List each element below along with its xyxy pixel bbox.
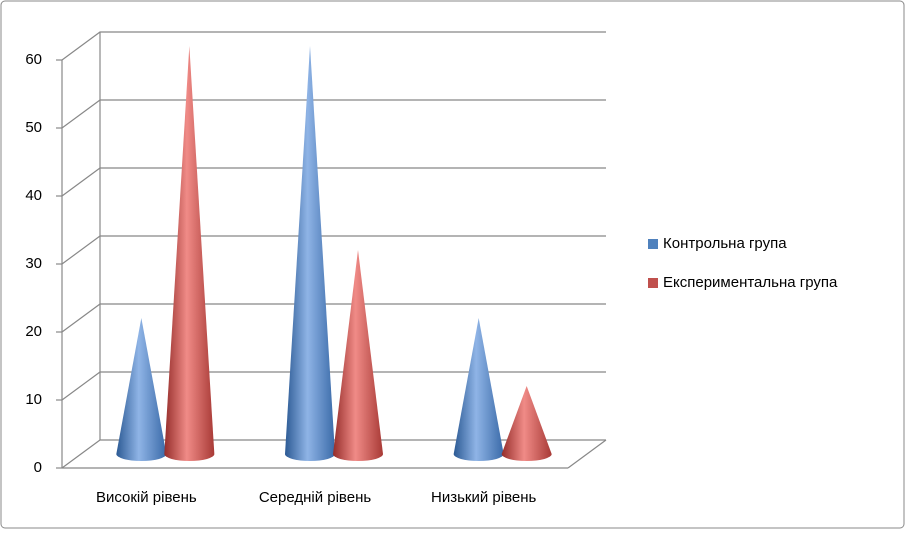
grid-line xyxy=(61,439,606,469)
x-tick-label: Середній рівень xyxy=(259,489,372,506)
floor-edge xyxy=(567,439,607,469)
grid-line xyxy=(61,303,606,333)
y-tick-label: 30 xyxy=(25,255,42,272)
x-tick-label: Низький рівень xyxy=(431,489,536,506)
grid-line xyxy=(61,31,606,61)
legend-swatch xyxy=(648,239,658,249)
cone xyxy=(453,318,504,462)
legend-label: Контрольна група xyxy=(663,235,787,252)
cone xyxy=(501,386,552,461)
grid-line xyxy=(61,99,606,129)
grid-line xyxy=(61,371,606,401)
x-tick-label: Високій рівень xyxy=(96,489,197,506)
legend-label: Експериментальна група xyxy=(663,274,838,291)
grid-line xyxy=(61,235,606,265)
cone xyxy=(164,46,215,462)
y-tick-label: 50 xyxy=(25,119,42,136)
legend-swatch xyxy=(648,278,658,288)
y-tick-label: 0 xyxy=(34,459,42,476)
cone xyxy=(285,46,335,461)
grid-line xyxy=(61,167,606,197)
y-tick-label: 60 xyxy=(25,51,42,68)
cone xyxy=(116,318,167,462)
y-tick-label: 20 xyxy=(25,323,42,340)
cone xyxy=(333,250,383,461)
y-tick-label: 40 xyxy=(25,187,42,204)
y-tick-label: 10 xyxy=(25,391,42,408)
